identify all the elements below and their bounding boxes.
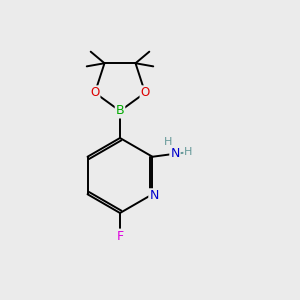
Text: B: B: [116, 104, 124, 118]
Text: N: N: [149, 189, 159, 202]
Text: O: O: [140, 86, 150, 99]
Text: N: N: [170, 147, 180, 160]
Text: O: O: [90, 86, 100, 99]
Text: F: F: [116, 230, 124, 243]
Text: H: H: [184, 147, 193, 157]
Text: H: H: [164, 137, 172, 147]
